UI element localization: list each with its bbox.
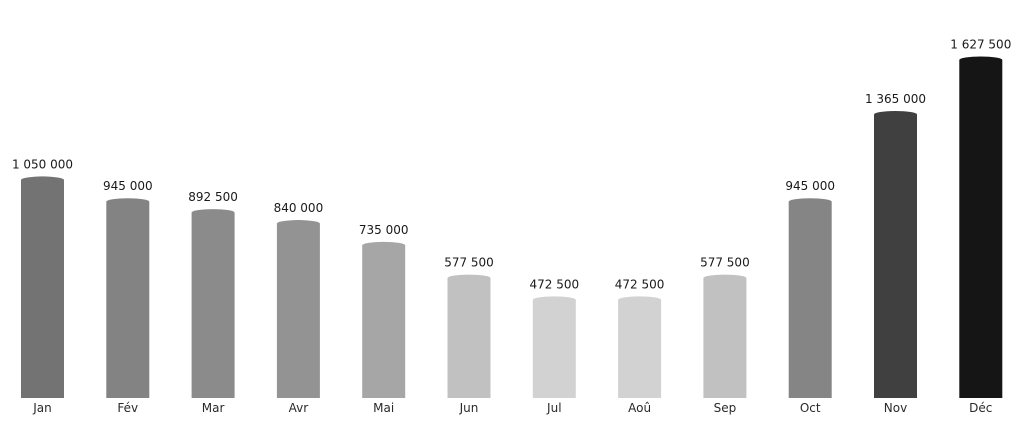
- data-label-Fév: 945 000: [103, 179, 153, 193]
- bar-cap-Jan: [21, 176, 64, 184]
- bar-cap-Oct: [788, 198, 832, 206]
- data-label-Jan: 1 050 000: [12, 157, 73, 171]
- x-tick-label-Aoû: Aoû: [628, 401, 651, 415]
- x-tick-labels-group: Jan Fév Mar Avr Mai Jun Jul Aoû Sep Oct Nov Déc: [32, 401, 992, 415]
- bar-Jun: [447, 278, 491, 398]
- x-tick-label-Sep: Sep: [714, 401, 737, 415]
- bar-Fév: [106, 201, 150, 398]
- x-tick-label-Jan: Jan: [32, 401, 52, 415]
- data-label-Mai: 735 000: [359, 223, 409, 237]
- x-tick-label-Jul: Jul: [546, 401, 561, 415]
- bar-cap-Mai: [362, 241, 406, 249]
- x-tick-label-Nov: Nov: [884, 401, 907, 415]
- bar-Jan: [21, 179, 64, 398]
- x-tick-label-Avr: Avr: [289, 401, 309, 415]
- data-label-Sep: 577 500: [700, 256, 750, 270]
- data-label-Avr: 840 000: [274, 201, 324, 215]
- bar-cap-Sep: [703, 274, 747, 282]
- value-labels-group: 1 050 000 945 000 892 500 840 000 735 000 577…: [12, 38, 1011, 292]
- bar-Nov: [874, 114, 917, 399]
- data-label-Nov: 1 365 000: [865, 92, 926, 106]
- bar-cap-Fév: [106, 198, 150, 206]
- bar-cap-Nov: [874, 111, 917, 119]
- x-tick-label-Mar: Mar: [202, 401, 225, 415]
- data-label-Déc: 1 627 500: [950, 38, 1011, 52]
- data-label-Jul: 472 500: [529, 277, 579, 291]
- bar-cap-Jun: [447, 274, 491, 282]
- bar-cap-Jul: [532, 296, 576, 304]
- data-label-Oct: 945 000: [785, 179, 835, 193]
- bar-Déc: [959, 60, 1003, 398]
- x-tick-label-Fév: Fév: [117, 401, 138, 415]
- x-tick-label-Oct: Oct: [800, 401, 821, 415]
- bar-Avr: [276, 223, 320, 398]
- x-tick-label-Mai: Mai: [373, 401, 394, 415]
- bar-Mai: [362, 245, 406, 398]
- bar-cap-Mar: [191, 209, 235, 217]
- x-tick-label-Déc: Déc: [969, 401, 992, 415]
- bar-Oct: [788, 201, 832, 398]
- data-label-Jun: 577 500: [444, 256, 494, 270]
- bar-cap-Avr: [276, 220, 320, 228]
- bar-Mar: [191, 212, 235, 398]
- bar-Jul: [532, 299, 576, 398]
- data-label-Mar: 892 500: [188, 190, 238, 204]
- bar-cap-Déc: [959, 56, 1003, 64]
- bar-Sep: [703, 278, 747, 398]
- data-label-Aoû: 472 500: [615, 277, 665, 291]
- bar-Aoû: [618, 299, 662, 398]
- x-tick-label-Jun: Jun: [459, 401, 479, 415]
- bar-cap-Aoû: [618, 296, 662, 304]
- bars-group: [21, 56, 1003, 399]
